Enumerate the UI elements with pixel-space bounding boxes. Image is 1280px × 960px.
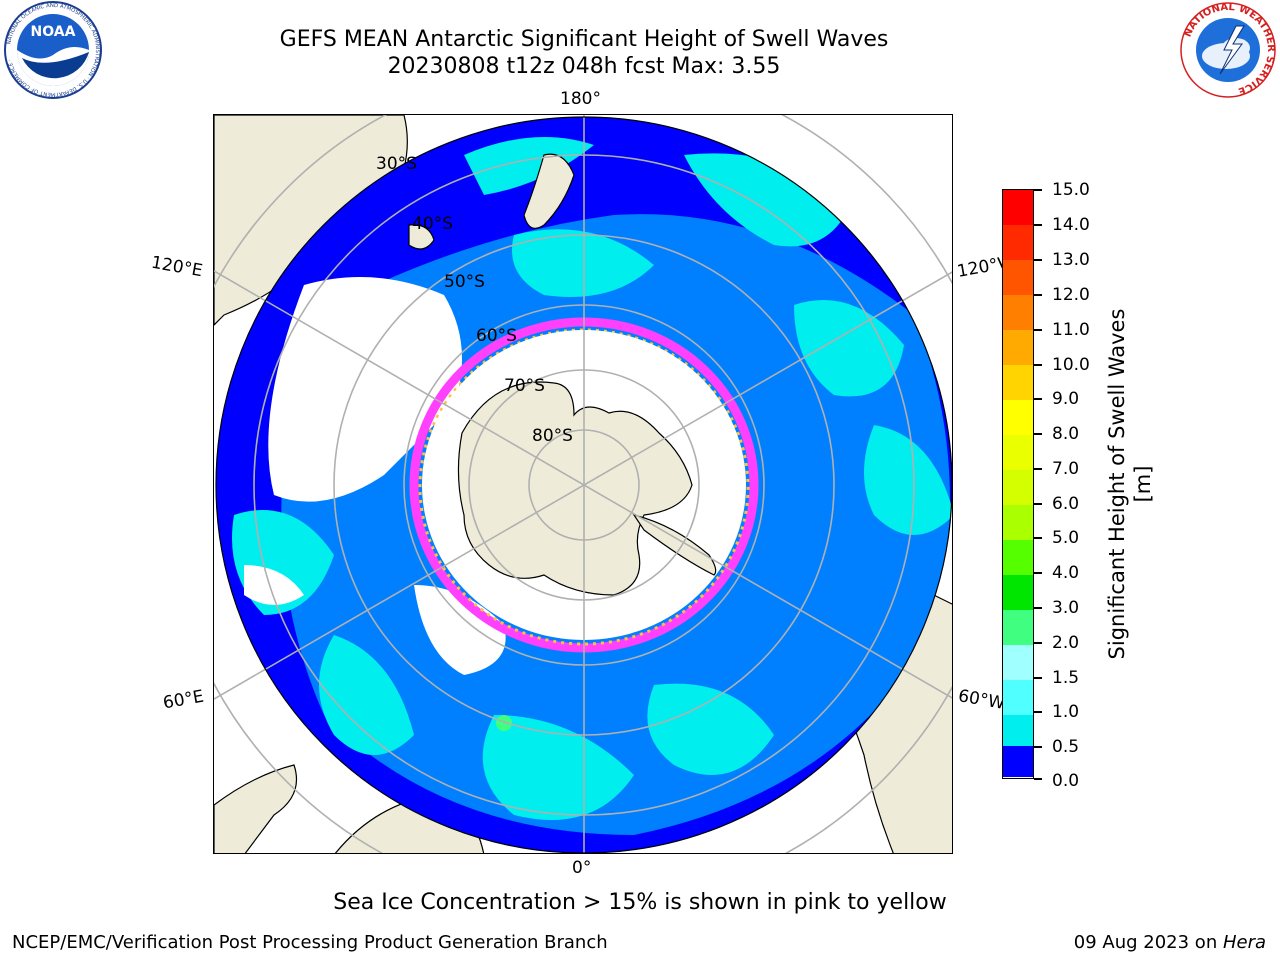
- colorbar-label: 0.5: [1052, 737, 1080, 757]
- colorbar-tick: [1034, 398, 1042, 400]
- colorbar-seg-10: [1003, 365, 1033, 400]
- colorbar-seg-7: [1003, 470, 1033, 505]
- lat-label-30s: 30°S: [376, 154, 417, 174]
- lat-label-70s: 70°S: [504, 376, 545, 396]
- colorbar-label: 1.5: [1052, 668, 1080, 688]
- new-zealand-land: [523, 153, 575, 229]
- colorbar-label: 3.0: [1052, 598, 1080, 618]
- meridian-60e-120w: [214, 271, 952, 700]
- colorbar-label: 8.0: [1052, 424, 1080, 444]
- lon-label-60w: 60°W: [956, 686, 1007, 714]
- colorbar-tick: [1034, 642, 1042, 644]
- swell-patch-4: [864, 425, 952, 535]
- colorbar-label: 6.0: [1052, 494, 1080, 514]
- colorbar-label: 9.0: [1052, 389, 1080, 409]
- colorbar-tick: [1034, 329, 1042, 331]
- title-line-2: 20230808 t12z 048h fcst Max: 3.55: [387, 54, 781, 79]
- colorbar-seg-14: [1003, 225, 1033, 260]
- lon-label-120e: 120°E: [149, 252, 205, 282]
- colorbar-tick: [1034, 189, 1042, 191]
- footer-producer: NCEP/EMC/Verification Post Processing Pr…: [12, 932, 608, 953]
- colorbar-seg-15: [1003, 190, 1033, 225]
- swell-patch-7: [482, 715, 634, 820]
- colorbar-seg-8: [1003, 435, 1033, 470]
- tasmania-land: [408, 224, 435, 250]
- footer-host: Hera: [1222, 932, 1266, 953]
- title-line-1: GEFS MEAN Antarctic Significant Height o…: [279, 27, 889, 52]
- sea-ice-note: Sea Ice Concentration > 15% is shown in …: [333, 890, 947, 915]
- sea-ice-inner: [418, 328, 750, 646]
- nws-logo: NATIONAL WEATHER SERVICE: [1180, 2, 1276, 98]
- colorbar-tick: [1034, 537, 1042, 539]
- colorbar-tick: [1034, 711, 1042, 713]
- antarctic-peninsula: [632, 514, 717, 576]
- colorbar-label: 1.0: [1052, 702, 1080, 722]
- colorbar-seg-3: [1003, 610, 1033, 645]
- colorbar-seg-1: [1003, 715, 1033, 750]
- colorbar-label: 13.0: [1052, 250, 1090, 270]
- colorbar-tick: [1034, 503, 1042, 505]
- projection-boundary: [215, 116, 952, 853]
- lon-label-180: 180°: [560, 89, 601, 109]
- colorbar-tick: [1034, 677, 1042, 679]
- swell-patch-6: [319, 635, 414, 755]
- zero-swell-region-1: [268, 277, 462, 502]
- colorbar-label: 15.0: [1052, 180, 1090, 200]
- colorbar: [1002, 189, 1034, 779]
- colorbar-label: 12.0: [1052, 285, 1090, 305]
- graticule: [214, 115, 952, 853]
- chart-title: GEFS MEAN Antarctic Significant Height o…: [184, 26, 984, 80]
- lon-label-0: 0°: [572, 858, 592, 878]
- colorbar-seg-1-5: [1003, 680, 1033, 715]
- madagascar-land: [214, 764, 298, 853]
- colorbar-seg-9: [1003, 400, 1033, 435]
- colorbar-label: 14.0: [1052, 215, 1090, 235]
- colorbar-seg-0-0: [1003, 746, 1033, 777]
- colorbar-seg-12: [1003, 295, 1033, 330]
- colorbar-title: Significant Height of Swell Waves [m]: [1105, 308, 1155, 660]
- colorbar-seg-6: [1003, 505, 1033, 540]
- colorbar-tick: [1034, 572, 1042, 574]
- colorbar-tick: [1034, 224, 1042, 226]
- colorbar-seg-2: [1003, 645, 1033, 680]
- colorbar-label: 0.0: [1052, 771, 1080, 791]
- swell-patch-8: [647, 683, 774, 775]
- colorbar-tick: [1034, 746, 1042, 748]
- swell-patch-3: [794, 300, 904, 397]
- colorbar-tick: [1034, 259, 1042, 261]
- colorbar-tick: [1034, 607, 1042, 609]
- lat-label-60s: 60°S: [476, 326, 517, 346]
- colorbar-label: 2.0: [1052, 633, 1080, 653]
- colorbar-tick: [1034, 778, 1042, 780]
- polar-map: 30°S 40°S 50°S 60°S 70°S 80°S: [213, 114, 953, 854]
- swell-patch-9: [512, 229, 654, 297]
- swell-patch-1: [464, 137, 594, 195]
- noaa-logo: NOAA NATIONAL OCEANIC AND ATMOSPHERIC AD…: [4, 1, 102, 99]
- colorbar-seg-4: [1003, 575, 1033, 610]
- colorbar-label: 7.0: [1052, 459, 1080, 479]
- antarctica-land: [457, 381, 693, 596]
- colorbar-tick: [1034, 433, 1042, 435]
- colorbar-seg-13: [1003, 260, 1033, 295]
- lat-label-80s: 80°S: [532, 426, 573, 446]
- colorbar-seg-5: [1003, 540, 1033, 575]
- footer-date-text: 09 Aug 2023 on: [1073, 932, 1223, 953]
- colorbar-tick: [1034, 468, 1042, 470]
- polar-map-svg: 30°S 40°S 50°S 60°S 70°S 80°S: [214, 115, 952, 853]
- lat-label-40s: 40°S: [412, 214, 453, 234]
- noaa-logo-text: NOAA: [31, 24, 76, 40]
- colorbar-label: 10.0: [1052, 355, 1090, 375]
- lon-label-60e: 60°E: [161, 686, 206, 714]
- footer-date: 09 Aug 2023 on Hera: [1074, 932, 1266, 953]
- zero-swell-region-3: [244, 565, 304, 605]
- colorbar-label: 4.0: [1052, 563, 1080, 583]
- zero-swell-region-2: [414, 585, 506, 675]
- lat-label-50s: 50°S: [444, 272, 485, 292]
- colorbar-label: 11.0: [1052, 320, 1090, 340]
- colorbar-tick: [1034, 364, 1042, 366]
- swell-patch-max: [496, 715, 512, 731]
- colorbar-label: 5.0: [1052, 528, 1080, 548]
- colorbar-tick: [1034, 294, 1042, 296]
- colorbar-seg-11: [1003, 330, 1033, 365]
